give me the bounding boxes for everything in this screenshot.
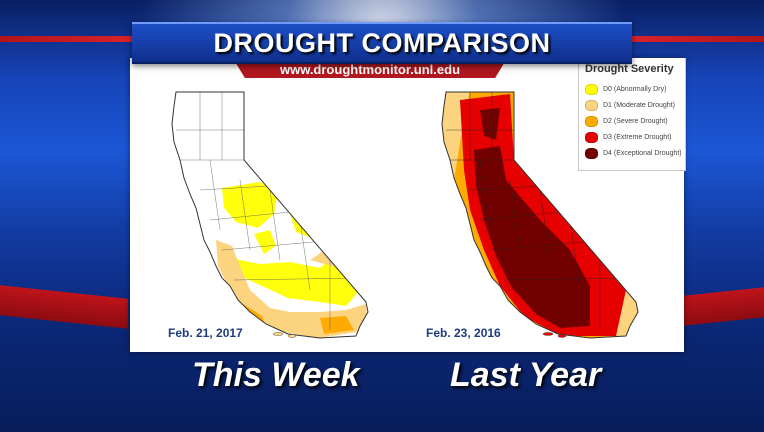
- legend-label: D2 (Severe Drought): [603, 117, 668, 125]
- legend-swatch-d3: [585, 131, 598, 143]
- caption-this-week: This Week: [192, 356, 360, 394]
- decorative-stripe-right: [604, 36, 764, 42]
- map-panel: www.droughtmonitor.unl.edu: [130, 58, 686, 352]
- legend-label: D4 (Exceptional Drought): [603, 149, 682, 157]
- source-url: www.droughtmonitor.unl.edu: [279, 61, 461, 77]
- legend-label: D1 (Moderate Drought): [603, 101, 675, 109]
- legend-title: Drought Severity: [585, 63, 674, 75]
- legend-item: D2 (Severe Drought): [585, 113, 685, 129]
- drought-legend: Drought Severity D0 (Abnormally Dry) D1 …: [578, 58, 686, 171]
- legend-item: D3 (Extreme Drought): [585, 129, 685, 145]
- title-banner: DROUGHT COMPARISON: [132, 22, 632, 64]
- legend-swatch-d1: [585, 99, 598, 111]
- decorative-stripe-left: [0, 36, 160, 42]
- california-map-2016: [441, 91, 639, 339]
- url-banner: www.droughtmonitor.unl.edu: [234, 60, 506, 78]
- legend-swatch-d0: [585, 83, 598, 95]
- legend-item: D1 (Moderate Drought): [585, 97, 685, 113]
- map-date-2016: Feb. 23, 2016: [426, 326, 501, 340]
- legend-swatch-d4: [585, 147, 598, 159]
- page-title: DROUGHT COMPARISON: [213, 27, 551, 58]
- caption-last-year: Last Year: [450, 356, 602, 394]
- map-date-2017: Feb. 21, 2017: [168, 326, 243, 340]
- legend-item: D4 (Exceptional Drought): [585, 145, 685, 161]
- legend-label: D3 (Extreme Drought): [603, 133, 672, 141]
- legend-label: D0 (Abnormally Dry): [603, 85, 667, 93]
- legend-swatch-d2: [585, 115, 598, 127]
- legend-item: D0 (Abnormally Dry): [585, 81, 685, 97]
- california-map-2017: [171, 91, 369, 339]
